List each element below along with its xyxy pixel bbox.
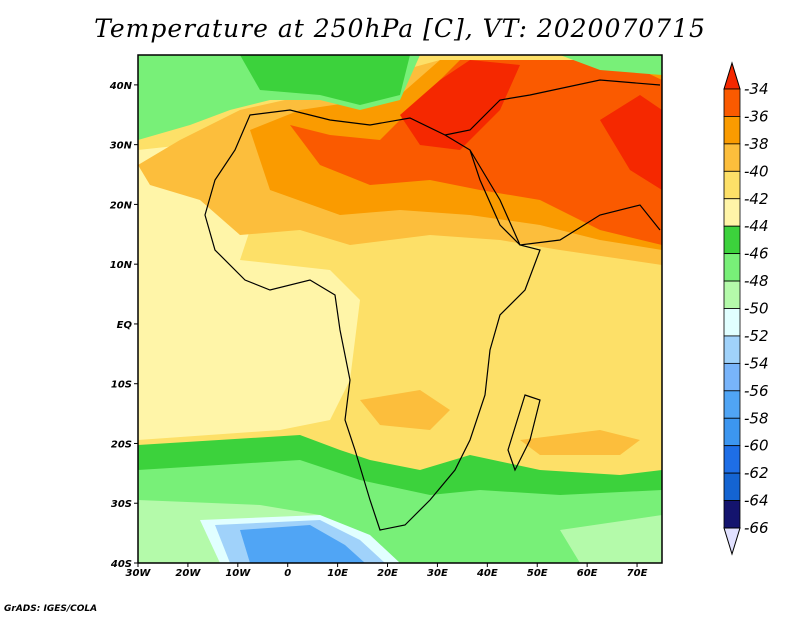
x-tick-label: 30W — [126, 568, 152, 579]
colorbar-label: -34 — [744, 80, 769, 98]
colorbar-swatch — [723, 445, 741, 474]
x-tick-label: 30E — [427, 568, 448, 579]
grads-credit: GrADS: IGES/COLA — [4, 604, 98, 614]
colorbar-lower-arrow — [723, 527, 741, 556]
colorbar-label: -38 — [744, 135, 769, 153]
colorbar-label: -48 — [744, 272, 769, 290]
colorbar-swatch — [723, 198, 741, 227]
x-tick-label: 60E — [577, 568, 598, 579]
colorbar-swatch — [723, 472, 741, 501]
colorbar-label: -58 — [744, 409, 769, 427]
field-band-34 — [290, 60, 662, 245]
chart-title: Temperature at 250hPa [C], VT: 202007071… — [94, 14, 706, 43]
colorbar-label: -62 — [744, 464, 769, 482]
x-tick-label: 20E — [377, 568, 398, 579]
colorbar-label: -36 — [744, 107, 769, 125]
colorbar-swatch — [723, 116, 741, 145]
colorbar-label: -54 — [744, 354, 769, 372]
colorbar-swatch — [723, 417, 741, 447]
colorbar-label: -64 — [744, 492, 769, 510]
x-tick-label: 40E — [476, 568, 498, 579]
y-tick-label: 40N — [109, 81, 133, 92]
x-tick-label: 10E — [327, 568, 348, 579]
colorbar-label: -44 — [744, 217, 769, 235]
colorbar-swatch — [723, 362, 741, 392]
colorbar-label: -52 — [744, 327, 769, 345]
y-tick-label: 10S — [111, 380, 132, 391]
colorbar-label: -40 — [744, 162, 769, 180]
y-tick-label: 30S — [111, 499, 132, 510]
field-band-44-42 — [138, 140, 360, 440]
y-tick-label: 30N — [110, 141, 133, 152]
colorbar-label: -66 — [744, 519, 769, 537]
colorbar: -34 -36 -38 -40 -42 -44 -46 -48 -50 -52 -54 -56 -58 -… — [723, 61, 769, 556]
temperature-field — [138, 55, 662, 563]
colorbar-swatch — [723, 143, 741, 172]
field-band-gt34 — [400, 60, 662, 190]
x-tick-label: 20W — [175, 568, 201, 579]
colorbar-swatch — [723, 225, 741, 255]
colorbar-upper-arrow — [723, 61, 741, 90]
y-tick-label: 20S — [111, 439, 132, 450]
colorbar-label: -50 — [744, 300, 769, 318]
colorbar-swatch — [723, 335, 741, 364]
x-tick-label: 10W — [225, 568, 251, 579]
colorbar-swatch — [723, 308, 741, 337]
colorbar-label: -46 — [744, 245, 769, 263]
colorbar-label: -42 — [744, 190, 769, 208]
colorbar-swatch — [723, 500, 741, 529]
colorbar-swatch — [723, 253, 741, 282]
y-tick-label: 40S — [110, 559, 132, 570]
colorbar-label: -56 — [744, 382, 769, 400]
colorbar-swatch — [723, 88, 741, 117]
y-tick-label: 10N — [110, 260, 133, 271]
x-tick-label: 50E — [527, 568, 548, 579]
colorbar-swatch — [723, 280, 741, 309]
x-tick-label: 0 — [284, 568, 291, 579]
colorbar-label: -60 — [744, 437, 769, 455]
field-band-58-56 — [240, 525, 365, 563]
x-axis: 30W 20W 10W 0 10E 20E 30E 40E 50E 60E 70E — [126, 563, 648, 579]
map-frame — [137, 54, 663, 564]
colorbar-swatch — [723, 170, 741, 200]
y-axis: 40N 30N 20N 10N EQ 10S 20S 30S 40S — [109, 81, 138, 570]
field-band-38-36-south — [360, 390, 640, 455]
y-tick-label: 20N — [110, 200, 133, 211]
x-tick-label: 70E — [627, 568, 648, 579]
field-band-46-44-north — [240, 55, 410, 105]
y-tick-label: EQ — [117, 320, 133, 331]
colorbar-swatch — [723, 390, 741, 419]
africa-coastline — [204, 79, 661, 531]
